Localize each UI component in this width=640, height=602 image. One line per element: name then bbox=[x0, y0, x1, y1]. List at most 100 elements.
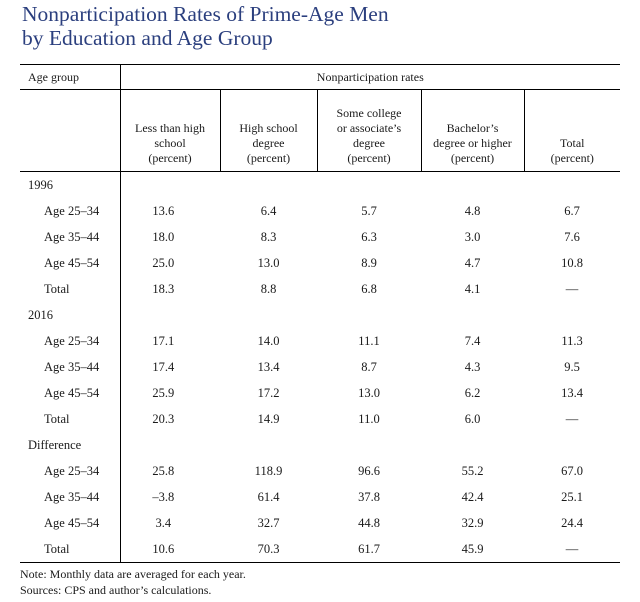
value-cell-less-than-high-school: 3.4 bbox=[155, 515, 172, 530]
value-cell-total: 9.5 bbox=[564, 359, 580, 374]
value-cell-some-college: 8.7 bbox=[361, 359, 377, 374]
age-group-header: Age group bbox=[20, 64, 121, 90]
empty-cell bbox=[421, 432, 524, 458]
value-cell-high-school-degree: 14.0 bbox=[257, 333, 280, 348]
table-row: Age 35–44 18.0 8.3 6.3 3.0 7.6 bbox=[20, 224, 620, 250]
group-row: 2016 bbox=[20, 302, 620, 328]
column-header-line: Less than high bbox=[135, 121, 205, 135]
value-cell-some-college: 37.8 bbox=[358, 489, 380, 504]
value-cell-bachelors-degree: 4.8 bbox=[464, 203, 481, 218]
value-cell-some-college: 13.0 bbox=[358, 385, 380, 400]
value-cell-total: — bbox=[524, 536, 621, 563]
value-cell-less-than-high-school: 25.8 bbox=[152, 463, 175, 478]
table-row: Age 45–54 25.9 17.2 13.0 6.2 13.4 bbox=[20, 380, 620, 406]
title-line-1: Nonparticipation Rates of Prime-Age Men bbox=[22, 2, 389, 26]
value-cell-bachelors-degree: 6.0 bbox=[464, 411, 481, 426]
value-cell-less-than-high-school: 25.9 bbox=[152, 385, 175, 400]
column-header-some-college: Some college or associate’s degree (percent… bbox=[316, 89, 421, 172]
value-cell-less-than-high-school: 13.6 bbox=[152, 203, 175, 218]
group-row: Difference bbox=[20, 432, 620, 458]
column-header-line: degree or higher bbox=[433, 136, 512, 150]
row-label: Age 35–44 bbox=[20, 354, 121, 380]
column-header-line: Bachelor’s bbox=[446, 121, 499, 135]
value-cell-less-than-high-school: 20.3 bbox=[152, 411, 175, 426]
value-cell-less-than-high-school: 17.4 bbox=[152, 359, 175, 374]
value-cell-bachelors-degree: 3.0 bbox=[464, 229, 481, 244]
value-cell-high-school-degree: 8.3 bbox=[260, 229, 277, 244]
sources-text: Sources: CPS and author’s calculations. bbox=[20, 583, 212, 597]
value-cell-less-than-high-school: 10.6 bbox=[120, 536, 220, 563]
table-row: Total 10.6 70.3 61.7 45.9— bbox=[20, 536, 621, 563]
row-label: Age 35–44 bbox=[20, 484, 121, 510]
empty-cell bbox=[317, 432, 421, 458]
empty-cell bbox=[524, 432, 620, 458]
empty-cell bbox=[220, 432, 317, 458]
column-header-high-school-degree: High school degree (percent) bbox=[219, 89, 317, 172]
value-cell-high-school-degree: 17.2 bbox=[257, 385, 280, 400]
nonparticipation-table: Age group Nonparticipation rates Less th… bbox=[20, 64, 621, 563]
row-label: Age 25–34 bbox=[20, 328, 121, 354]
table-row: Age 45–54 3.4 32.7 44.8 32.9 24.4 bbox=[20, 510, 620, 536]
value-cell-some-college: 6.8 bbox=[361, 281, 377, 296]
nonparticipation-rates-header: Nonparticipation rates bbox=[120, 64, 621, 90]
value-cell-less-than-high-school: 18.3 bbox=[152, 281, 175, 296]
empty-cell bbox=[220, 172, 317, 199]
value-cell-some-college: 11.0 bbox=[358, 411, 380, 426]
group-label: 2016 bbox=[20, 302, 121, 328]
note-text: Note: Monthly data are averaged for each… bbox=[20, 567, 246, 581]
value-cell-total: 7.6 bbox=[564, 229, 580, 244]
value-cell-total: 67.0 bbox=[561, 463, 583, 478]
row-label: Age 45–54 bbox=[20, 510, 121, 536]
column-header-total: Total (percent) bbox=[523, 89, 621, 172]
value-cell-bachelors-degree: 7.4 bbox=[464, 333, 481, 348]
value-cell-total: — bbox=[565, 411, 579, 426]
column-header-bachelors-degree: Bachelor’s degree or higher (percent) bbox=[420, 89, 524, 172]
value-cell-less-than-high-school: 18.0 bbox=[152, 229, 175, 244]
value-cell-high-school-degree: 6.4 bbox=[260, 203, 277, 218]
group-row: 1996 bbox=[20, 171, 620, 199]
table-header-row: Age group Nonparticipation rates bbox=[20, 64, 621, 90]
column-header-line: Total bbox=[560, 136, 585, 150]
value-cell-total: 13.4 bbox=[561, 385, 583, 400]
value-cell-high-school-degree: 14.9 bbox=[257, 411, 280, 426]
value-cell-high-school-degree: 32.7 bbox=[257, 515, 280, 530]
table-body: 1996 Age 25–34 13.6 6.4 5.7 4.8 6.7 Age 35–44 18… bbox=[20, 171, 621, 563]
table-row: Total 20.3 14.9 11.0 6.0 — bbox=[20, 406, 620, 432]
group-label: 1996 bbox=[20, 171, 121, 198]
value-cell-bachelors-degree: 6.2 bbox=[464, 385, 481, 400]
group-label: Difference bbox=[20, 432, 121, 458]
value-cell-high-school-degree: 118.9 bbox=[254, 463, 283, 478]
value-cell-total: 11.3 bbox=[561, 333, 583, 348]
empty-cell bbox=[524, 302, 620, 328]
empty-cell bbox=[524, 172, 620, 199]
column-header-line: (percent) bbox=[148, 151, 192, 165]
value-cell-less-than-high-school: 17.1 bbox=[152, 333, 175, 348]
value-cell-total: 24.4 bbox=[561, 515, 583, 530]
value-cell-bachelors-degree: 45.9 bbox=[421, 536, 524, 563]
column-header-line: or associate’s bbox=[336, 121, 402, 135]
table-notes: Note: Monthly data are averaged for each… bbox=[20, 566, 246, 598]
column-header-line: school bbox=[154, 136, 186, 150]
empty-cell bbox=[421, 172, 524, 199]
row-label: Age 25–34 bbox=[20, 458, 121, 484]
table-row: Total 18.3 8.8 6.8 4.1 — bbox=[20, 276, 620, 302]
value-cell-high-school-degree: 13.4 bbox=[257, 359, 280, 374]
empty-cell bbox=[120, 302, 220, 328]
empty-cell bbox=[317, 172, 421, 199]
value-cell-bachelors-degree: 42.4 bbox=[461, 489, 484, 504]
page-title: Nonparticipation Rates of Prime-Age Men … bbox=[22, 2, 389, 50]
value-cell-bachelors-degree: 4.7 bbox=[464, 255, 481, 270]
value-cell-some-college: 44.8 bbox=[358, 515, 380, 530]
value-cell-high-school-degree: 70.3 bbox=[220, 536, 317, 563]
row-label: Age 35–44 bbox=[20, 224, 121, 250]
column-header-line: (percent) bbox=[246, 151, 291, 165]
value-cell-some-college: 96.6 bbox=[358, 463, 380, 478]
value-cell-bachelors-degree: 4.3 bbox=[464, 359, 481, 374]
empty-cell bbox=[220, 302, 317, 328]
row-label: Total bbox=[20, 536, 121, 563]
table-row: Age 25–34 13.6 6.4 5.7 4.8 6.7 bbox=[20, 198, 620, 224]
value-cell-total: 10.8 bbox=[561, 255, 583, 270]
value-cell-total: 25.1 bbox=[561, 489, 583, 504]
value-cell-some-college: 5.7 bbox=[361, 203, 377, 218]
age-group-spacer bbox=[20, 89, 121, 172]
